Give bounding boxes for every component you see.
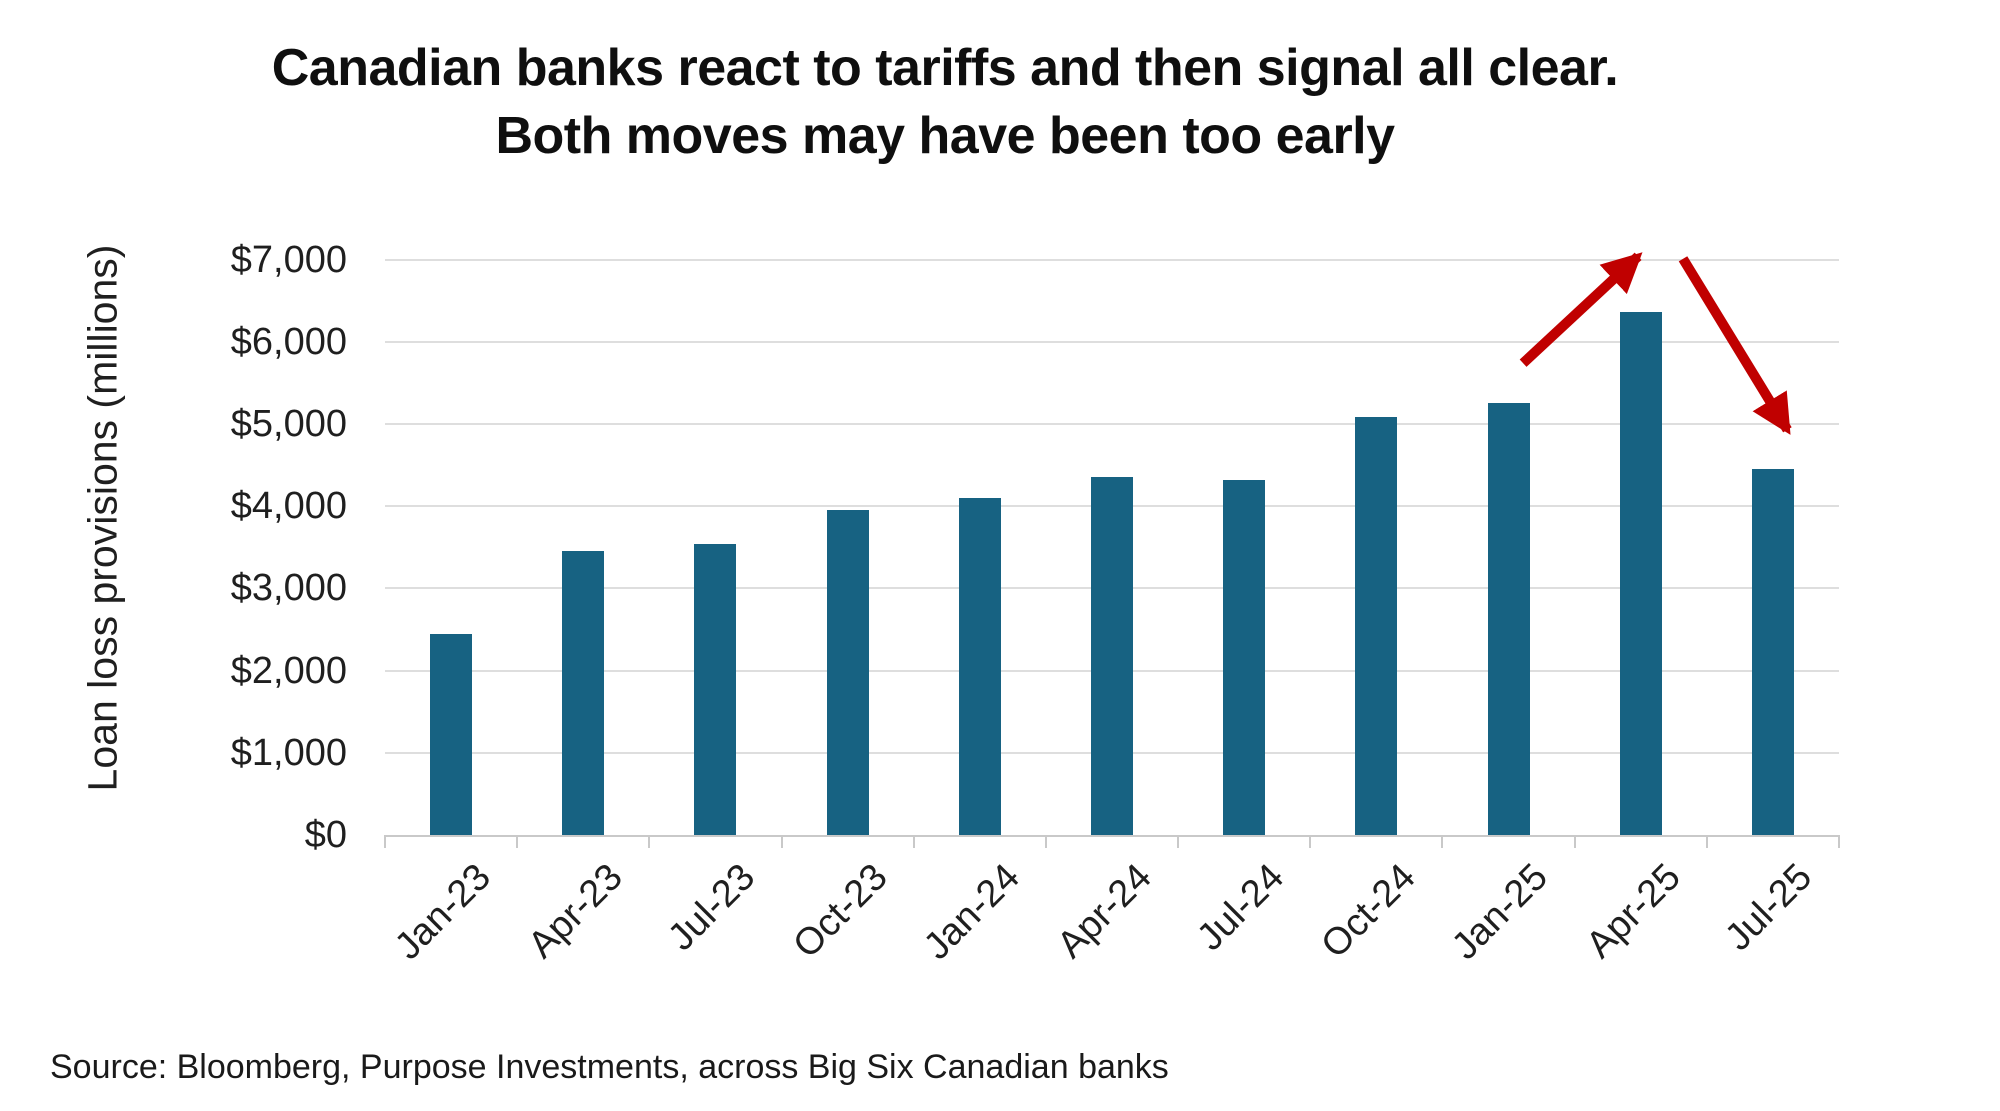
x-axis-tick: [384, 835, 386, 848]
bar-jan-24: [958, 497, 1001, 835]
x-tick-label: Oct-23: [784, 856, 896, 967]
x-axis-tick: [912, 835, 915, 848]
x-axis-tick: [1309, 835, 1312, 848]
y-tick-label: $6,000: [230, 320, 347, 363]
x-axis-tick: [1573, 835, 1576, 848]
x-axis-tick: [1838, 835, 1840, 848]
bar-jul-23: [694, 544, 737, 835]
gridline: [385, 423, 1839, 425]
y-tick-label: $5,000: [230, 403, 347, 445]
x-tick-label: Oct-24: [1313, 856, 1425, 967]
x-axis-tick: [1705, 835, 1708, 848]
x-tick-label: Jul-23: [660, 856, 764, 959]
x-tick-label: Jan-25: [1444, 856, 1557, 968]
gridline: [385, 258, 1839, 261]
chart-title-line2: Both moves may have been too early: [495, 107, 1395, 165]
x-axis-tick: [516, 835, 519, 848]
retreat-arrow: [1678, 256, 1792, 435]
x-tick-label: Apr-23: [520, 856, 631, 967]
bar-apr-23: [562, 551, 605, 835]
bar-oct-24: [1355, 417, 1398, 835]
x-tick-label: Apr-25: [1578, 856, 1689, 967]
x-tick-label: Apr-24: [1049, 856, 1160, 967]
bar-jan-23: [430, 633, 473, 835]
bar-oct-23: [826, 510, 869, 835]
x-axis-tick: [1177, 835, 1180, 848]
bar-apr-24: [1091, 477, 1133, 835]
x-tick-label: Jul-25: [1717, 856, 1821, 959]
y-tick-label: $4,000: [230, 485, 347, 528]
chart-title: Canadian banks react to tariffs and then…: [0, 34, 1890, 170]
x-tick-label: Jan-24: [915, 856, 1028, 968]
bar-jul-25: [1751, 469, 1794, 835]
x-axis-tick: [780, 835, 783, 848]
y-tick-label: $2,000: [230, 649, 347, 692]
gridline: [385, 340, 1839, 343]
x-tick-label: Jan-23: [386, 856, 499, 968]
x-axis-tick: [1044, 835, 1047, 848]
x-tick-label: Jul-24: [1189, 856, 1292, 959]
x-axis-line: [385, 835, 1839, 837]
source-note: Source: Bloomberg, Purpose Investments, …: [50, 1048, 1169, 1086]
bar-apr-25: [1619, 312, 1662, 835]
y-tick-label: $0: [304, 814, 347, 856]
y-tick-label: $7,000: [230, 238, 347, 281]
bar-jul-24: [1223, 479, 1266, 835]
y-tick-label: $1,000: [230, 731, 347, 774]
y-axis-title: Loan loss provisions (millions): [79, 244, 126, 792]
x-axis-tick: [1441, 835, 1444, 848]
bar-jan-25: [1487, 402, 1530, 835]
x-axis-tick: [648, 835, 651, 848]
chart-title-line1: Canadian banks react to tariffs and then…: [271, 39, 1619, 97]
y-tick-label: $3,000: [230, 567, 347, 610]
